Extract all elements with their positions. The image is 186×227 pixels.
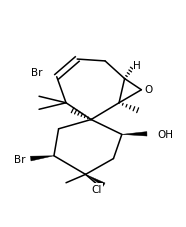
Polygon shape	[86, 175, 105, 186]
Text: Br: Br	[31, 68, 42, 78]
Text: Cl: Cl	[92, 185, 102, 194]
Text: Br: Br	[14, 154, 25, 164]
Polygon shape	[30, 156, 54, 161]
Text: O: O	[145, 85, 153, 95]
Polygon shape	[122, 132, 147, 136]
Text: OH: OH	[158, 129, 174, 139]
Text: H: H	[133, 61, 141, 71]
